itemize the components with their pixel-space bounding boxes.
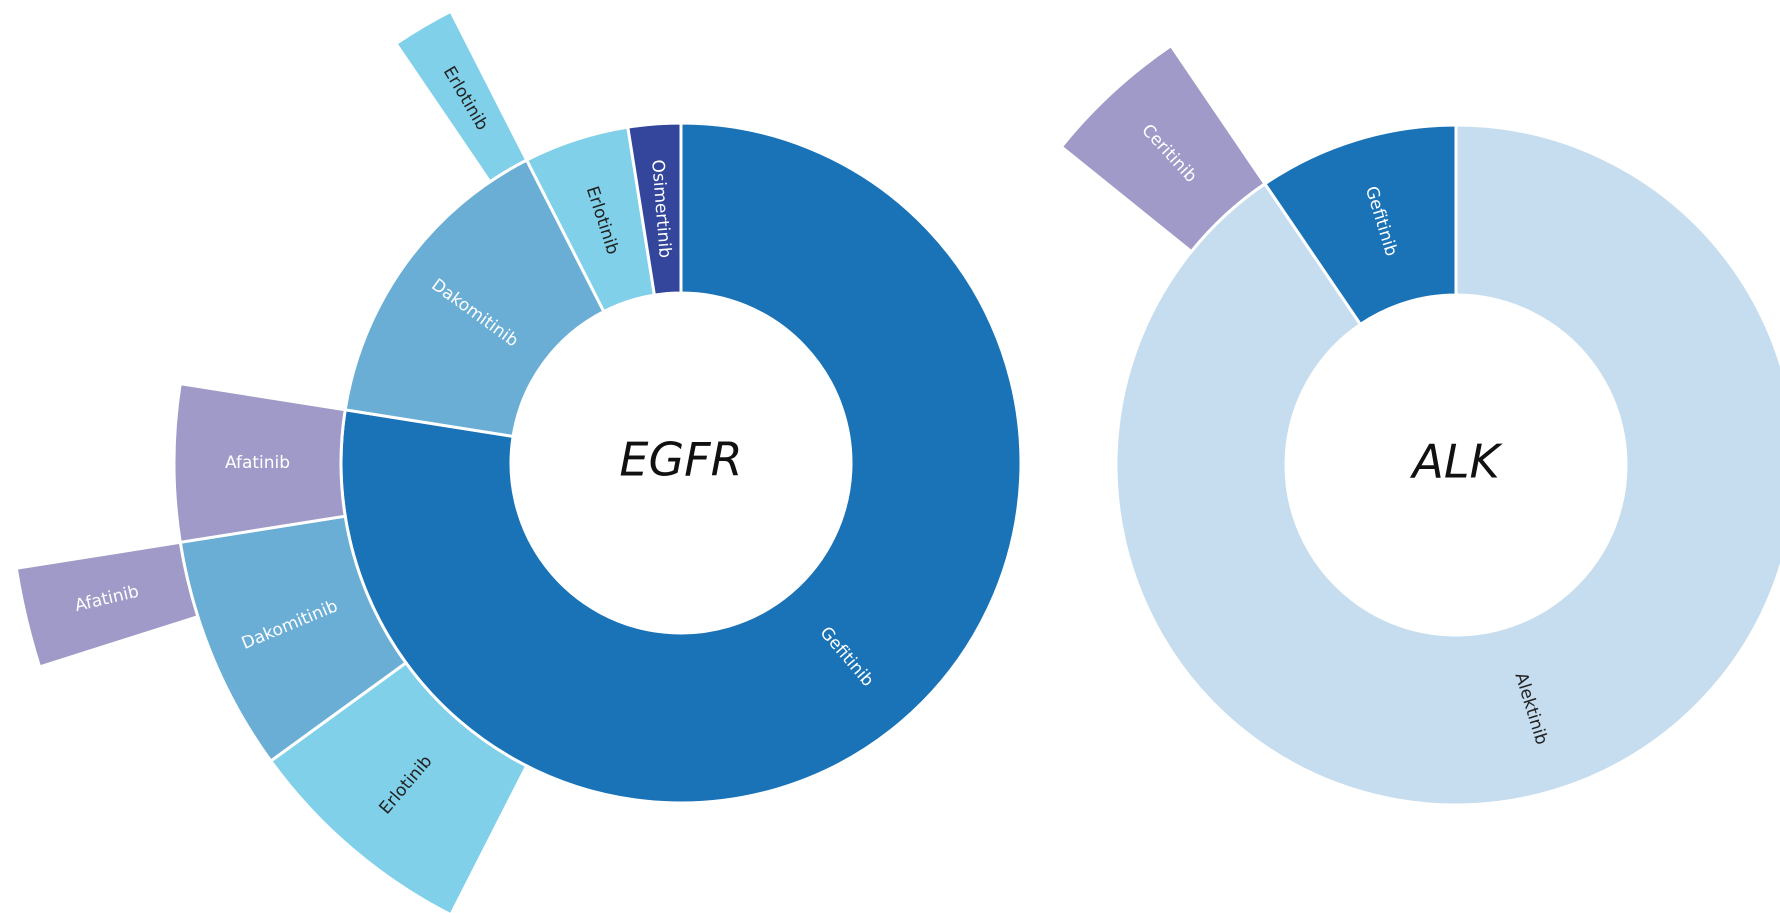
segment-label: Afatinib bbox=[225, 453, 290, 473]
sunburst-segment bbox=[172, 381, 347, 545]
sunburst-segment bbox=[1114, 123, 1780, 807]
sunburst-segment bbox=[1059, 43, 1267, 254]
sunburst-segment bbox=[1262, 123, 1458, 327]
center-label: ALK bbox=[1409, 435, 1503, 489]
sunburst-segment bbox=[626, 121, 683, 297]
center-label: EGFR bbox=[619, 433, 742, 487]
